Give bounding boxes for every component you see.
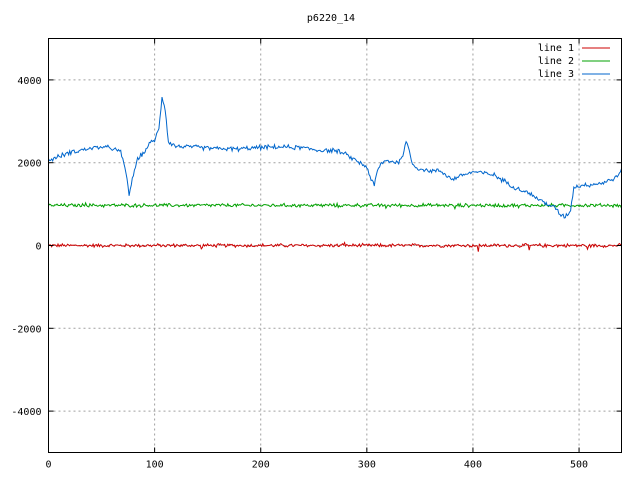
series-layer (48, 96, 622, 252)
legend-label: line 1 (538, 43, 574, 54)
y-tick-label: 2000 (17, 159, 41, 170)
y-tick-label: -2000 (11, 324, 41, 335)
x-tick-label: 100 (146, 460, 164, 471)
x-tick-label: 0 (45, 460, 51, 471)
x-tick-label: 200 (252, 460, 270, 471)
series-line-2 (48, 201, 622, 211)
y-tick-label: 4000 (17, 76, 41, 87)
series-line-3 (48, 96, 622, 219)
legend-label: line 3 (538, 69, 574, 80)
x-tick-label: 300 (358, 460, 376, 471)
x-tick-label: 500 (570, 460, 588, 471)
chart-title: p6220_14 (307, 13, 355, 24)
axis-ticks: 0 100 200 300 400 500 -4000 -2000 0 2000 4000 (11, 38, 622, 471)
y-tick-label: -4000 (11, 407, 41, 418)
series-line-1 (48, 241, 622, 252)
x-tick-label: 400 (464, 460, 482, 471)
legend: line 1 line 2 line 3 (538, 43, 610, 80)
y-tick-label: 0 (35, 242, 41, 253)
legend-label: line 2 (538, 56, 574, 67)
